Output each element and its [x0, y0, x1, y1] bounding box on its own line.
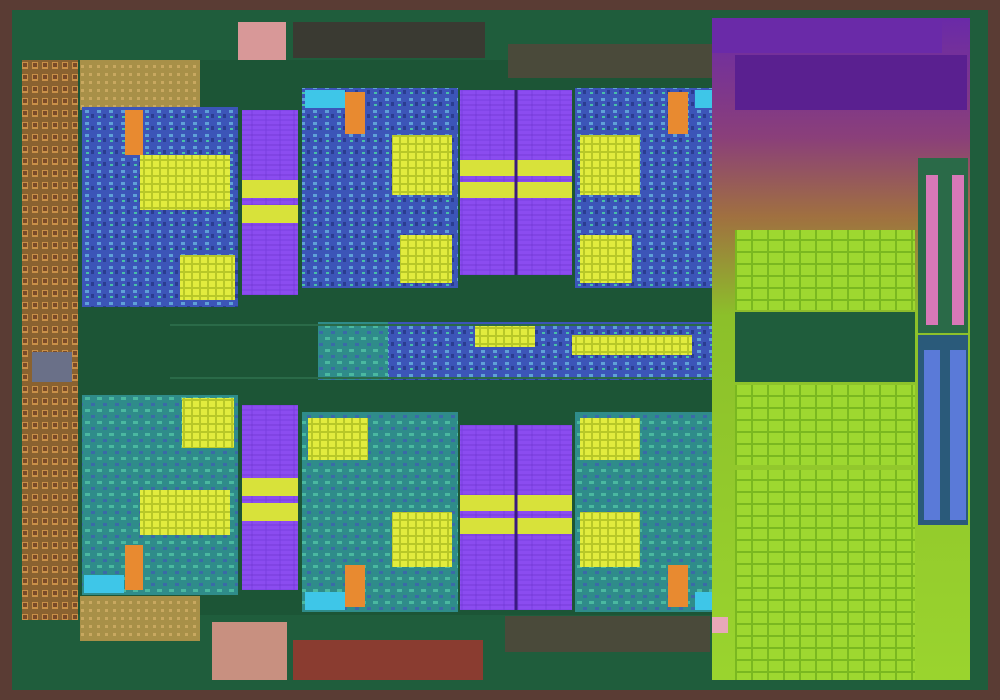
- core-top-left-logic2: [180, 255, 235, 300]
- core-top-left-logic: [140, 155, 230, 210]
- core-bottom-mid-left-orange: [345, 565, 365, 607]
- gpu-side-pink-top2: [952, 175, 964, 325]
- core-bottom-mid-right-logic: [580, 418, 640, 460]
- core-top-mid-right-logic2: [580, 235, 632, 283]
- core-top-mid-left-logic: [392, 135, 452, 195]
- core-top-mid-left-orange: [345, 92, 365, 134]
- l2-cache-bottom-left-band2: [242, 503, 298, 521]
- core-top-mid-right-logic: [580, 135, 640, 195]
- core-top-mid-left-cyan: [305, 90, 345, 108]
- northbridge-strip-yellow: [475, 325, 535, 347]
- pad-bottom-pink: [212, 622, 287, 680]
- io-ring-bottom-left: [80, 596, 200, 641]
- io-ring-left: [22, 60, 78, 620]
- northbridge-strip-teal: [318, 322, 388, 380]
- gpu-violet-top2: [735, 55, 967, 110]
- core-bottom-mid-left-logic: [308, 418, 368, 460]
- l2-cache-bottom-left: [242, 405, 298, 590]
- core-bottom-left-orange: [125, 545, 143, 590]
- gpu-side-blue2: [950, 350, 966, 520]
- pad-strip-bottom: [505, 616, 710, 652]
- l2-cache-top-left-band2: [242, 205, 298, 223]
- northbridge-strip-yellow2: [572, 335, 692, 355]
- gpu-gap-dark: [735, 312, 915, 382]
- gpu-side-pink-top: [926, 175, 938, 325]
- io-ring-top-left: [80, 60, 200, 110]
- pad-strip-top: [293, 22, 485, 58]
- core-bottom-mid-left-logic2: [392, 512, 452, 567]
- core-bottom-mid-right-orange: [668, 565, 688, 607]
- core-top-mid-left-logic2: [400, 235, 452, 283]
- memory-controller-bottom: [293, 640, 483, 680]
- core-bottom-left-logic2: [140, 490, 230, 535]
- core-bottom-mid-left-cyan: [305, 592, 345, 610]
- l2-cache-top-left-band: [242, 180, 298, 198]
- core-bottom-left-cyan: [84, 575, 124, 593]
- gpu-green-grid-lower: [735, 385, 915, 465]
- core-bottom-left-logic: [182, 398, 234, 448]
- gpu-corner-pink: [712, 617, 728, 633]
- gpu-green-grid-upper: [735, 230, 915, 310]
- core-bottom-mid-right-logic2: [580, 512, 640, 567]
- l2-cache-bottom-left-band: [242, 478, 298, 496]
- pad-top-pink: [238, 22, 286, 60]
- core-top-left-orange: [125, 110, 143, 155]
- io-gap-block: [32, 352, 72, 382]
- gpu-violet-top: [712, 18, 942, 53]
- pad-strip-top2: [508, 44, 718, 78]
- core-top-mid-right-orange: [668, 92, 688, 134]
- gpu-side-blue: [924, 350, 940, 520]
- l2-cache-top-left: [242, 110, 298, 295]
- gpu-green-grid-bottom: [735, 470, 915, 680]
